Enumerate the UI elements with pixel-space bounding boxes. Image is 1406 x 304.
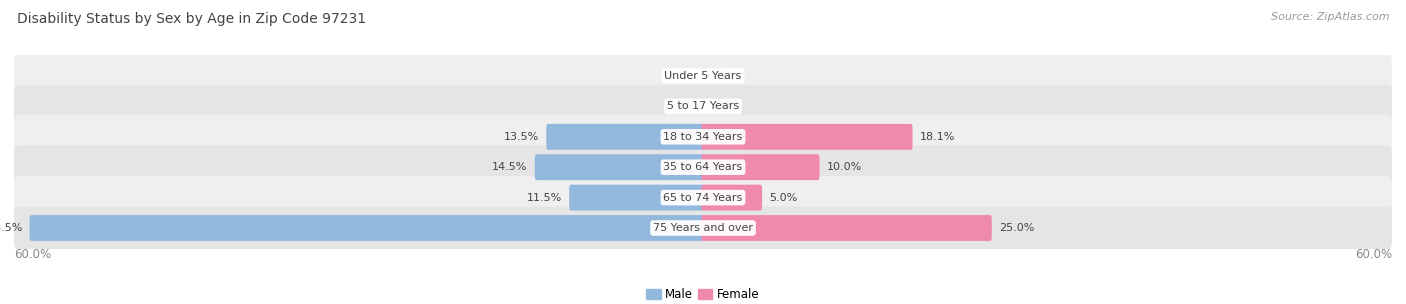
FancyBboxPatch shape bbox=[30, 215, 704, 241]
Text: Source: ZipAtlas.com: Source: ZipAtlas.com bbox=[1271, 12, 1389, 22]
FancyBboxPatch shape bbox=[14, 115, 1392, 158]
Text: 0.0%: 0.0% bbox=[665, 102, 693, 111]
Text: 60.0%: 60.0% bbox=[1355, 248, 1392, 261]
Text: 58.5%: 58.5% bbox=[0, 223, 22, 233]
Text: 18.1%: 18.1% bbox=[920, 132, 956, 142]
Text: Disability Status by Sex by Age in Zip Code 97231: Disability Status by Sex by Age in Zip C… bbox=[17, 12, 366, 26]
Text: 0.0%: 0.0% bbox=[713, 102, 741, 111]
Text: 5.0%: 5.0% bbox=[769, 193, 797, 202]
FancyBboxPatch shape bbox=[14, 176, 1392, 219]
Text: 5 to 17 Years: 5 to 17 Years bbox=[666, 102, 740, 111]
FancyBboxPatch shape bbox=[547, 124, 704, 150]
FancyBboxPatch shape bbox=[534, 154, 704, 180]
Text: 60.0%: 60.0% bbox=[14, 248, 51, 261]
Text: 0.0%: 0.0% bbox=[665, 71, 693, 81]
FancyBboxPatch shape bbox=[14, 146, 1392, 189]
FancyBboxPatch shape bbox=[569, 185, 704, 211]
Text: Under 5 Years: Under 5 Years bbox=[665, 71, 741, 81]
Text: 10.0%: 10.0% bbox=[827, 162, 862, 172]
Text: 75 Years and over: 75 Years and over bbox=[652, 223, 754, 233]
FancyBboxPatch shape bbox=[702, 124, 912, 150]
FancyBboxPatch shape bbox=[14, 85, 1392, 128]
Text: 25.0%: 25.0% bbox=[1000, 223, 1035, 233]
Text: 11.5%: 11.5% bbox=[526, 193, 562, 202]
Text: 13.5%: 13.5% bbox=[503, 132, 538, 142]
Text: 14.5%: 14.5% bbox=[492, 162, 527, 172]
FancyBboxPatch shape bbox=[14, 54, 1392, 98]
Text: 65 to 74 Years: 65 to 74 Years bbox=[664, 193, 742, 202]
FancyBboxPatch shape bbox=[702, 215, 991, 241]
Text: 0.0%: 0.0% bbox=[713, 71, 741, 81]
FancyBboxPatch shape bbox=[14, 206, 1392, 250]
Text: 35 to 64 Years: 35 to 64 Years bbox=[664, 162, 742, 172]
Text: 18 to 34 Years: 18 to 34 Years bbox=[664, 132, 742, 142]
FancyBboxPatch shape bbox=[702, 185, 762, 211]
Legend: Male, Female: Male, Female bbox=[641, 283, 765, 304]
FancyBboxPatch shape bbox=[702, 154, 820, 180]
